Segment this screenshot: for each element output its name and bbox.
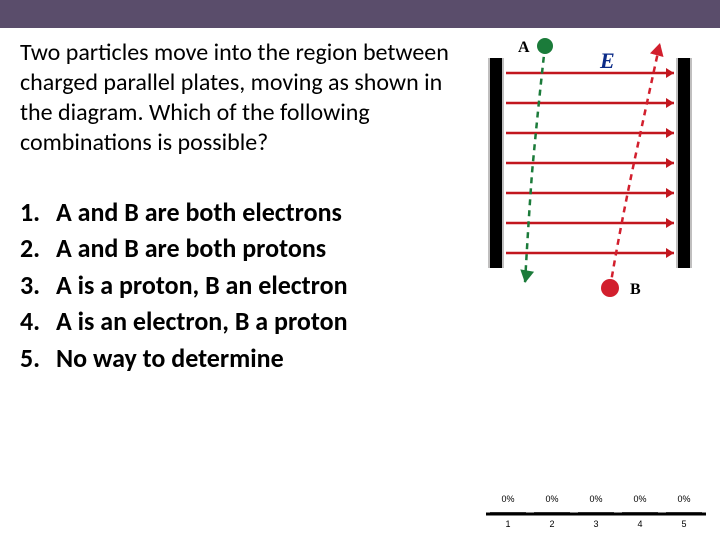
svg-text:B: B xyxy=(630,281,641,298)
option-4: 4. A is an electron, B a proton xyxy=(20,303,470,339)
physics-diagram: E A B xyxy=(480,28,700,308)
svg-text:E: E xyxy=(599,48,615,73)
options-list: 1. A and B are both electrons 2. A and B… xyxy=(20,194,470,376)
option-1: 1. A and B are both electrons xyxy=(20,194,470,230)
option-text: A is an electron, B a proton xyxy=(56,303,348,339)
option-2: 2. A and B are both protons xyxy=(20,230,470,266)
option-number: 1. xyxy=(20,194,56,230)
left-column: Two particles move into the region betwe… xyxy=(20,38,480,376)
option-number: 2. xyxy=(20,230,56,266)
option-number: 3. xyxy=(20,267,56,303)
option-number: 4. xyxy=(20,303,56,339)
svg-text:A: A xyxy=(518,39,530,56)
svg-text:0%: 0% xyxy=(633,494,646,504)
svg-text:0%: 0% xyxy=(501,494,514,504)
right-column: E A B 0% 1 0% 2 0% 3 0% 4 0% 5 xyxy=(480,28,720,540)
svg-text:0%: 0% xyxy=(677,494,690,504)
header-bar xyxy=(0,0,720,28)
chart-svg: 0% 1 0% 2 0% 3 0% 4 0% 5 xyxy=(480,490,710,530)
question-text: Two particles move into the region betwe… xyxy=(20,38,470,158)
option-text: A and B are both protons xyxy=(56,230,326,266)
option-5: 5. No way to determine xyxy=(20,340,470,376)
option-text: A and B are both electrons xyxy=(56,194,342,230)
svg-text:4: 4 xyxy=(637,519,642,529)
svg-text:0%: 0% xyxy=(545,494,558,504)
svg-text:5: 5 xyxy=(681,519,686,529)
svg-text:1: 1 xyxy=(505,519,510,529)
svg-text:3: 3 xyxy=(593,519,598,529)
diagram-svg: E A B xyxy=(480,28,700,308)
response-chart: 0% 1 0% 2 0% 3 0% 4 0% 5 xyxy=(480,490,720,530)
option-text: No way to determine xyxy=(56,340,284,376)
option-3: 3. A is a proton, B an electron xyxy=(20,267,470,303)
option-text: A is a proton, B an electron xyxy=(56,267,348,303)
option-number: 5. xyxy=(20,340,56,376)
svg-text:2: 2 xyxy=(549,519,554,529)
svg-text:0%: 0% xyxy=(589,494,602,504)
